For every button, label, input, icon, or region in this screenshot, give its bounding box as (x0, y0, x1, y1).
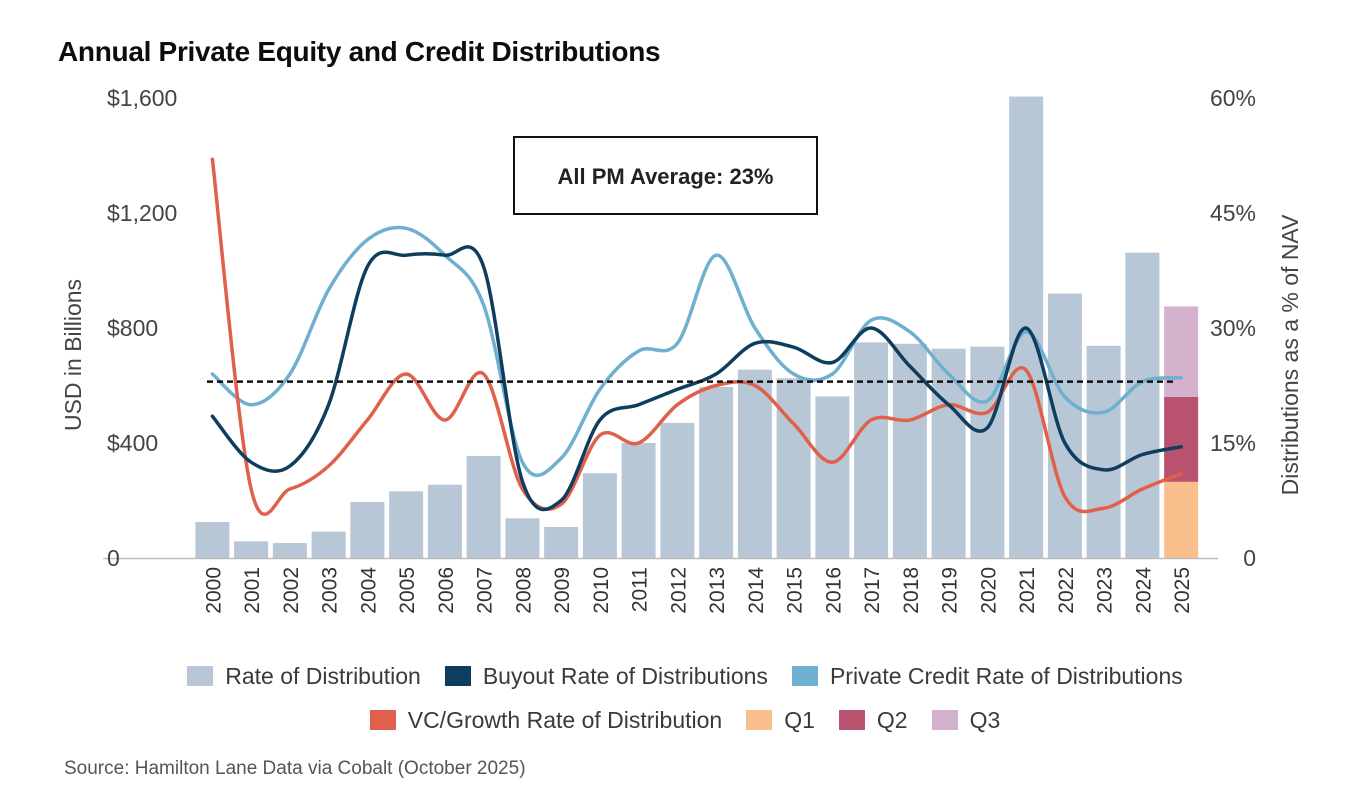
bar-2016 (815, 396, 850, 558)
bar-2007 (466, 455, 501, 558)
bar-2011 (621, 443, 656, 558)
x-tick-label: 2012 (667, 567, 690, 614)
buyout-line (210, 245, 1183, 512)
x-tick-label: 2025 (1171, 567, 1194, 614)
x-tick-label: 2015 (784, 567, 807, 614)
bar-2008 (505, 518, 540, 558)
x-tick-label: 2008 (512, 567, 535, 614)
x-tick-label: 2000 (202, 567, 225, 614)
annotation-label: All PM Average: 23% (557, 164, 773, 189)
bar-2022 (1047, 293, 1082, 558)
bar-2018 (892, 343, 927, 558)
x-tick-label: 2003 (319, 567, 342, 614)
right-tick-label: 15% (1210, 430, 1256, 456)
bar-2003 (311, 531, 346, 558)
x-tick-label: 2018 (900, 567, 923, 614)
x-tick-label: 2014 (745, 567, 768, 614)
annotation-box (513, 136, 818, 215)
left-tick-label: $1,200 (107, 200, 177, 226)
x-tick-label: 2011 (629, 567, 652, 612)
x-tick-label: 2022 (1055, 567, 1078, 614)
bar-2000 (195, 522, 230, 558)
x-tick-label: 2007 (474, 567, 497, 614)
bar-2005 (389, 491, 424, 558)
y-axis-left-title: USD in Billions (60, 279, 86, 431)
x-tick-label: 2005 (396, 567, 419, 614)
left-tick-label: $400 (107, 430, 158, 456)
bar-2023 (1086, 345, 1121, 558)
legend-swatch (187, 666, 214, 686)
x-tick-label: 2021 (1016, 567, 1039, 614)
right-tick-label: 0 (1243, 545, 1256, 571)
legend-swatch (931, 710, 958, 730)
bar-2012 (660, 422, 695, 558)
bar-2019 (931, 348, 966, 558)
bar-2014 (737, 369, 772, 558)
legend-private-credit: Private Credit Rate of Distributions (791, 662, 1183, 690)
y-axis-right-title: Distributions as a % of NAV (1277, 214, 1303, 495)
x-tick-label: 2017 (861, 567, 884, 614)
bar-2017 (854, 342, 889, 558)
source-note: Source: Hamilton Lane Data via Cobalt (O… (64, 758, 526, 779)
bar-2009 (544, 526, 579, 558)
x-tick-label: 2020 (977, 567, 1000, 614)
left-tick-label: $800 (107, 315, 158, 341)
legend-vc-growth: VC/Growth Rate of Distribution (369, 706, 723, 734)
bar-2015 (776, 378, 811, 558)
bar-2006 (427, 484, 462, 558)
x-tick-label: 2006 (435, 567, 458, 614)
right-tick-label: 30% (1210, 315, 1256, 341)
bar-2013 (699, 386, 734, 558)
legend-label: VC/Growth Rate of Distribution (407, 706, 723, 733)
x-tick-label: 2024 (1132, 567, 1155, 614)
legend-row: VC/Growth Rate of Distribution Q1 Q2 Q3 (0, 698, 1370, 742)
legend-swatch (444, 666, 471, 686)
legend-label: Q2 (876, 706, 908, 733)
right-tick-label: 60% (1210, 85, 1256, 111)
bar-2001 (234, 541, 269, 558)
x-tick-label: 2016 (822, 567, 845, 614)
x-tick-label: 2019 (939, 567, 962, 614)
legend-buyout: Buyout Rate of Distributions (444, 662, 768, 690)
legend-label: Q3 (969, 706, 1001, 733)
left-tick-label: $1,600 (107, 85, 177, 111)
legend-swatch (369, 710, 396, 730)
x-tick-label: 2001 (241, 567, 264, 614)
legend-swatch (746, 710, 773, 730)
left-tick-label: 0 (107, 545, 120, 571)
bar-2024 (1125, 252, 1160, 559)
legend: Rate of Distribution Buyout Rate of Distr… (0, 654, 1370, 742)
legend-label: Q1 (784, 706, 815, 733)
vc-growth-line (210, 157, 1183, 516)
right-tick-label: 45% (1210, 200, 1256, 226)
bar-2002 (272, 543, 307, 558)
legend-swatch (791, 666, 818, 686)
legend-label: Buyout Rate of Distributions (482, 662, 768, 689)
legend-swatch (838, 710, 865, 730)
bar-2004 (350, 501, 385, 558)
bar-2025-q2 (1164, 397, 1199, 482)
bar-2010 (582, 473, 617, 558)
x-tick-label: 2004 (357, 567, 380, 614)
x-tick-label: 2009 (551, 567, 574, 614)
legend-label: Rate of Distribution (225, 662, 421, 689)
bar-2025-q3 (1164, 306, 1199, 397)
legend-row: Rate of Distribution Buyout Rate of Distr… (0, 654, 1370, 698)
legend-rate-of-distribution: Rate of Distribution (187, 663, 421, 690)
x-tick-label: 2002 (280, 567, 303, 614)
legend-q2: Q2 (838, 706, 908, 734)
legend-q1: Q1 (746, 707, 815, 734)
legend-label: Private Credit Rate of Distributions (829, 662, 1183, 689)
chart-title: Annual Private Equity and Credit Distrib… (58, 36, 661, 67)
x-tick-label: 2013 (706, 567, 729, 614)
x-tick-label: 2023 (1094, 567, 1117, 614)
bar-2025-q1 (1164, 481, 1199, 558)
x-tick-label: 2010 (590, 567, 613, 614)
legend-q3: Q3 (931, 706, 1001, 734)
